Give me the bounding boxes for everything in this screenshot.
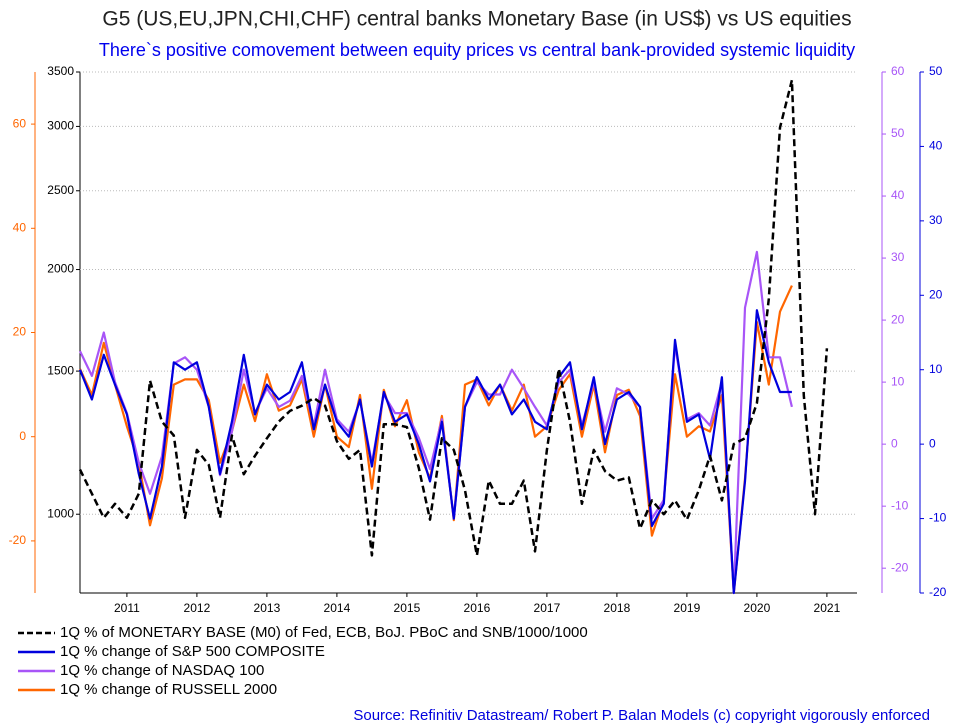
y3-tick-label: 20 bbox=[891, 312, 905, 326]
y3-tick-label: 60 bbox=[891, 64, 905, 78]
chart-subtitle: There`s positive comovement between equi… bbox=[99, 40, 855, 60]
x-tick-label: 2016 bbox=[464, 601, 491, 615]
y3-tick-label: -20 bbox=[891, 560, 909, 574]
y-tick-label: 3500 bbox=[47, 64, 74, 78]
x-tick-label: 2013 bbox=[254, 601, 281, 615]
x-tick-label: 2011 bbox=[114, 601, 140, 615]
y-tick-label: 1500 bbox=[47, 363, 74, 377]
y4-tick-label: 30 bbox=[929, 213, 943, 227]
y4-tick-label: 10 bbox=[929, 362, 943, 376]
series-line bbox=[78, 78, 829, 557]
x-tick-label: 2020 bbox=[744, 601, 771, 615]
y4-tick-label: 50 bbox=[929, 64, 943, 78]
y4-tick-label: -20 bbox=[929, 585, 947, 599]
chart-title: G5 (US,EU,JPN,CHI,CHF) central banks Mon… bbox=[102, 8, 851, 31]
x-tick-label: 2017 bbox=[534, 601, 561, 615]
y2-tick-label: -20 bbox=[9, 533, 27, 547]
y4-tick-label: -10 bbox=[929, 511, 947, 525]
y2-tick-label: 20 bbox=[13, 325, 27, 339]
y4-tick-label: 20 bbox=[929, 287, 943, 301]
legend-label: 1Q % of MONETARY BASE (M0) of Fed, ECB, … bbox=[60, 624, 588, 641]
y3-tick-label: 0 bbox=[891, 436, 898, 450]
x-tick-label: 2021 bbox=[814, 601, 841, 615]
y4-tick-label: 40 bbox=[929, 139, 943, 153]
legend-label: 1Q % change of NASDAQ 100 bbox=[60, 662, 264, 679]
y2-tick-label: 40 bbox=[13, 220, 27, 234]
x-tick-label: 2012 bbox=[184, 601, 211, 615]
source-note: Source: Refinitiv Datastream/ Robert P. … bbox=[353, 707, 930, 724]
x-tick-label: 2015 bbox=[394, 601, 421, 615]
series-line bbox=[78, 309, 792, 595]
y-tick-label: 3000 bbox=[47, 119, 74, 133]
y3-tick-label: 10 bbox=[891, 374, 905, 388]
legend-label: 1Q % change of S&P 500 COMPOSITE bbox=[60, 643, 325, 660]
y3-tick-label: 50 bbox=[891, 126, 905, 140]
y3-tick-label: 40 bbox=[891, 188, 905, 202]
y4-tick-label: 0 bbox=[929, 436, 936, 450]
y2-tick-label: 0 bbox=[19, 429, 26, 443]
y2-tick-label: 60 bbox=[13, 116, 27, 130]
y3-tick-label: 30 bbox=[891, 250, 905, 264]
legend-label: 1Q % change of RUSSELL 2000 bbox=[60, 681, 277, 698]
y-tick-label: 1000 bbox=[47, 506, 74, 520]
y-tick-label: 2500 bbox=[47, 183, 74, 197]
y3-tick-label: -10 bbox=[891, 498, 909, 512]
x-tick-label: 2018 bbox=[604, 601, 631, 615]
x-tick-label: 2019 bbox=[674, 601, 701, 615]
y-tick-label: 2000 bbox=[47, 262, 74, 276]
x-tick-label: 2014 bbox=[324, 601, 351, 615]
